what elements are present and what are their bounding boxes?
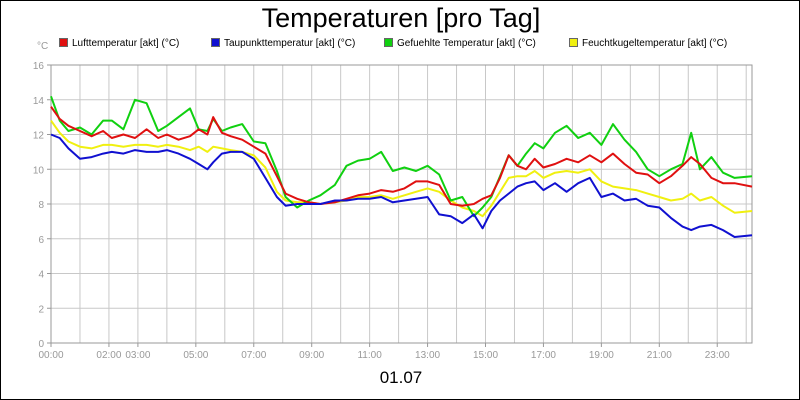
y-tick-label: 6 <box>38 235 44 246</box>
y-tick-label: 2 <box>38 304 44 315</box>
y-tick-label: 10 <box>33 165 45 176</box>
legend-item: Feuchtkugeltemperatur [akt] (°C) <box>569 38 727 49</box>
legend-label: Feuchtkugeltemperatur [akt] (°C) <box>582 38 728 49</box>
x-tick-label: 07:00 <box>241 350 266 361</box>
legend-label: Taupunkttemperatur [akt] (°C) <box>224 38 356 49</box>
legend-swatch <box>384 38 393 47</box>
plot-border <box>50 64 753 344</box>
y-axis-unit: °C <box>37 41 49 52</box>
series-line-2 <box>50 95 753 218</box>
x-tick-label: 02:00 <box>96 350 121 361</box>
x-tick-label: 15:00 <box>473 350 498 361</box>
y-tick-label: 8 <box>38 200 44 211</box>
x-tick-label: 13:00 <box>415 350 440 361</box>
legend-swatch <box>569 38 578 47</box>
legend-swatch <box>211 38 220 47</box>
x-tick-label: 05:00 <box>183 350 208 361</box>
legend-item: Gefuehlte Temperatur [akt] (°C) <box>384 38 536 49</box>
legend-swatch <box>59 38 68 47</box>
x-tick-label: 23:00 <box>705 350 730 361</box>
x-tick-label: 11:00 <box>357 350 382 361</box>
y-tick-label: 4 <box>38 270 44 281</box>
x-tick-label: 03:00 <box>125 350 150 361</box>
chart-title: Temperaturen [pro Tag] <box>261 3 541 33</box>
legend-label: Lufttemperatur [akt] (°C) <box>72 38 180 49</box>
series-line-1 <box>50 133 753 238</box>
x-axis-date-label: 01.07 <box>379 368 423 387</box>
x-tick-label: 21:00 <box>647 350 672 361</box>
legend-item: Lufttemperatur [akt] (°C) <box>59 38 179 49</box>
y-tick-label: 14 <box>33 96 45 107</box>
y-tick-label: 16 <box>33 61 45 72</box>
y-tick-label: 12 <box>33 131 45 142</box>
x-tick-label: 09:00 <box>299 350 324 361</box>
series-line-0 <box>50 106 753 207</box>
x-tick-label: 19:00 <box>589 350 614 361</box>
y-tick-label: 0 <box>38 339 44 350</box>
legend-item: Taupunkttemperatur [akt] (°C) <box>211 38 355 49</box>
x-tick-label: 00:00 <box>38 350 63 361</box>
series-line-3 <box>50 120 753 218</box>
legend-label: Gefuehlte Temperatur [akt] (°C) <box>397 38 536 49</box>
x-tick-label: 17:00 <box>531 350 556 361</box>
